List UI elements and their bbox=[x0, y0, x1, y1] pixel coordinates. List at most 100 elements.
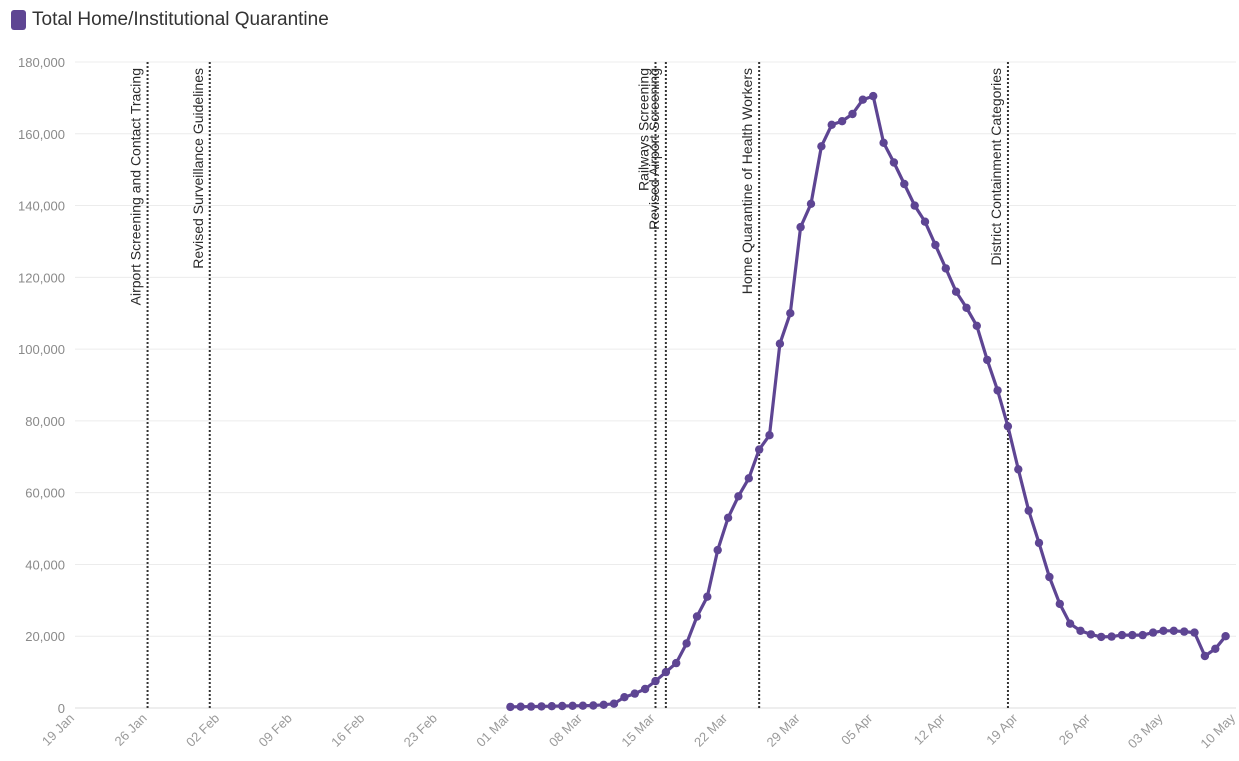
annotation-label: Revised Airport Screening bbox=[646, 68, 662, 230]
y-tick-label: 100,000 bbox=[18, 342, 65, 357]
data-point[interactable] bbox=[1097, 632, 1106, 642]
annotation-label: Airport Screening and Contact Tracing bbox=[128, 68, 144, 305]
data-point[interactable] bbox=[817, 142, 826, 151]
data-point[interactable] bbox=[1180, 627, 1189, 636]
y-tick-label: 40,000 bbox=[25, 557, 65, 572]
data-point[interactable] bbox=[848, 109, 857, 119]
data-point[interactable] bbox=[568, 701, 577, 710]
data-point[interactable] bbox=[682, 639, 691, 648]
data-point[interactable] bbox=[640, 684, 650, 694]
data-point[interactable] bbox=[1003, 422, 1013, 431]
data-point[interactable] bbox=[1159, 626, 1168, 635]
data-point[interactable] bbox=[786, 309, 795, 318]
data-point[interactable] bbox=[962, 303, 971, 312]
annotation-label: Home Quarantine of Health Workers bbox=[739, 68, 755, 294]
x-tick-label: 16 Feb bbox=[328, 711, 367, 750]
data-point[interactable] bbox=[775, 339, 785, 348]
data-point[interactable] bbox=[827, 120, 836, 129]
legend-label: Total Home/Institutional Quarantine bbox=[32, 9, 329, 30]
data-point[interactable] bbox=[1065, 619, 1075, 628]
data-point[interactable] bbox=[879, 138, 888, 147]
data-point[interactable] bbox=[651, 676, 660, 686]
data-point[interactable] bbox=[537, 702, 546, 711]
x-tick-label: 08 Mar bbox=[546, 710, 586, 750]
data-point[interactable] bbox=[516, 702, 525, 711]
x-axis-ticks: 19 Jan 26 Jan 02 Feb 09 Feb 16 Feb 23 Feb 01 M… bbox=[39, 710, 1239, 751]
annotation-label: District Containment Categories bbox=[988, 68, 1004, 266]
data-point[interactable] bbox=[1221, 632, 1230, 641]
x-tick-label: 19 Jan bbox=[39, 711, 77, 749]
x-tick-label: 02 Feb bbox=[183, 711, 222, 750]
y-tick-label: 0 bbox=[58, 701, 65, 716]
x-tick-label: 22 Mar bbox=[691, 710, 731, 750]
y-tick-label: 60,000 bbox=[25, 486, 65, 501]
data-point[interactable] bbox=[941, 264, 950, 273]
data-point[interactable] bbox=[1169, 626, 1179, 635]
data-point[interactable] bbox=[858, 95, 867, 104]
data-point[interactable] bbox=[547, 702, 556, 711]
data-point[interactable] bbox=[1128, 630, 1137, 640]
data-point[interactable] bbox=[599, 700, 608, 709]
data-point[interactable] bbox=[1200, 651, 1210, 661]
data-point[interactable] bbox=[869, 91, 878, 101]
data-point[interactable] bbox=[578, 701, 588, 710]
series-layer bbox=[506, 91, 1230, 712]
data-point[interactable] bbox=[1034, 538, 1044, 548]
x-tick-label: 09 Feb bbox=[256, 711, 295, 750]
data-point[interactable] bbox=[1138, 630, 1147, 640]
data-point[interactable] bbox=[620, 693, 629, 702]
data-point[interactable] bbox=[1045, 572, 1054, 582]
x-tick-label: 10 May bbox=[1197, 710, 1238, 751]
data-point[interactable] bbox=[1107, 632, 1116, 641]
data-point[interactable] bbox=[609, 699, 619, 708]
data-point[interactable] bbox=[1190, 628, 1199, 637]
data-point[interactable] bbox=[920, 217, 930, 226]
y-axis-ticks: 0 20,000 40,000 60,000 80,000 100,000 120,000 1… bbox=[18, 55, 65, 716]
x-tick-label: 26 Apr bbox=[1056, 710, 1094, 748]
data-point[interactable] bbox=[558, 701, 567, 711]
data-point[interactable] bbox=[1211, 644, 1220, 653]
x-tick-label: 03 May bbox=[1125, 710, 1166, 751]
data-point[interactable] bbox=[951, 287, 961, 296]
data-point[interactable] bbox=[931, 240, 940, 250]
data-point[interactable] bbox=[1055, 599, 1065, 609]
x-tick-label: 01 Mar bbox=[473, 710, 513, 750]
data-point[interactable] bbox=[1086, 630, 1096, 639]
y-tick-label: 20,000 bbox=[25, 629, 65, 644]
data-point[interactable] bbox=[993, 386, 1002, 395]
y-tick-label: 140,000 bbox=[18, 199, 65, 214]
data-point[interactable] bbox=[806, 199, 816, 208]
data-point[interactable] bbox=[506, 702, 515, 712]
legend[interactable]: Total Home/Institutional Quarantine bbox=[11, 8, 329, 32]
data-point[interactable] bbox=[703, 592, 712, 601]
data-point[interactable] bbox=[796, 222, 805, 232]
data-point[interactable] bbox=[983, 355, 992, 365]
data-point[interactable] bbox=[765, 431, 774, 440]
data-point[interactable] bbox=[837, 117, 847, 126]
data-point[interactable] bbox=[910, 201, 919, 210]
x-tick-label: 26 Jan bbox=[111, 711, 149, 749]
data-point[interactable] bbox=[723, 513, 733, 522]
data-point[interactable] bbox=[589, 701, 598, 710]
data-point[interactable] bbox=[972, 321, 981, 330]
data-point[interactable] bbox=[889, 158, 899, 167]
x-tick-label: 29 Mar bbox=[764, 710, 804, 750]
data-point[interactable] bbox=[526, 702, 536, 711]
data-point[interactable] bbox=[661, 667, 671, 677]
data-point[interactable] bbox=[713, 545, 722, 555]
data-point[interactable] bbox=[755, 445, 764, 454]
x-tick-label: 05 Apr bbox=[838, 710, 876, 748]
data-point[interactable] bbox=[692, 612, 702, 621]
data-point[interactable] bbox=[1148, 628, 1158, 637]
data-point[interactable] bbox=[734, 492, 743, 501]
data-point[interactable] bbox=[1076, 626, 1085, 635]
data-point[interactable] bbox=[630, 689, 639, 698]
data-point[interactable] bbox=[744, 474, 753, 483]
data-point[interactable] bbox=[672, 658, 681, 668]
data-point[interactable] bbox=[1024, 506, 1033, 515]
x-tick-label: 23 Feb bbox=[401, 711, 440, 750]
data-point[interactable] bbox=[1014, 465, 1023, 474]
data-point[interactable] bbox=[900, 179, 909, 189]
data-point[interactable] bbox=[1117, 630, 1127, 640]
